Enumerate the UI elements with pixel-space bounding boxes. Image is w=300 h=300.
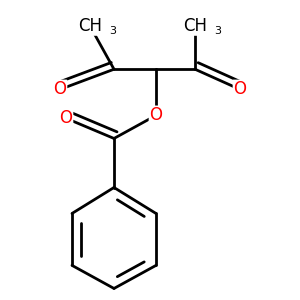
Text: O: O bbox=[53, 80, 67, 98]
Text: 3: 3 bbox=[109, 26, 116, 36]
Text: CH: CH bbox=[78, 17, 102, 35]
Text: O: O bbox=[233, 80, 247, 98]
Text: CH: CH bbox=[183, 17, 207, 35]
Text: O: O bbox=[59, 109, 73, 127]
Text: O: O bbox=[149, 106, 163, 124]
Text: 3: 3 bbox=[214, 26, 221, 36]
